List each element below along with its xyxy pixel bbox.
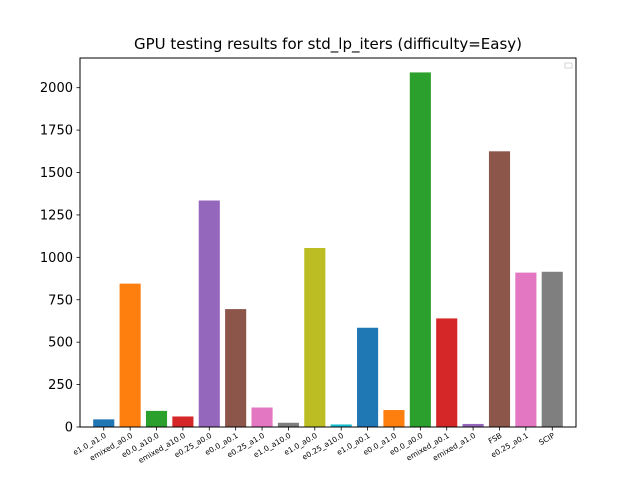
y-tick-label: 1750 <box>40 124 73 139</box>
bar-10 <box>357 327 379 427</box>
x-tick-label: SCIP <box>537 431 556 447</box>
bar-11 <box>383 410 405 427</box>
legend-box <box>564 62 573 69</box>
y-tick-label: 1000 <box>40 251 73 266</box>
bar-13 <box>436 318 458 427</box>
y-tick-label: 2000 <box>40 81 73 96</box>
bar-9 <box>330 424 352 427</box>
bar-6 <box>251 407 273 427</box>
plot-frame <box>79 57 577 428</box>
bar-4 <box>198 200 220 427</box>
bar-14 <box>462 423 484 427</box>
bar-17 <box>541 271 563 427</box>
bar-16 <box>515 272 537 427</box>
bar-15 <box>488 151 511 427</box>
x-tick-label: FSB <box>487 431 504 446</box>
y-tick-label: 500 <box>48 336 73 351</box>
y-axis: 0 250 500 750 1000 1250 1500 1750 2000 <box>40 81 80 436</box>
y-tick-label: 1250 <box>40 208 73 223</box>
y-tick-label: 750 <box>48 293 73 308</box>
bars-group <box>93 72 563 428</box>
bar-8 <box>304 248 326 427</box>
bar-2 <box>145 410 168 427</box>
bar-12 <box>409 72 431 428</box>
bar-7 <box>277 422 299 427</box>
y-tick-label: 1500 <box>40 166 73 181</box>
bar-3 <box>172 416 194 427</box>
y-tick-label: 250 <box>48 378 73 393</box>
chart-title: GPU testing results for std_lp_iters (di… <box>134 35 522 54</box>
bar-5 <box>225 309 247 427</box>
x-axis: e1.0_a1.0emixed_a0.0e0.0_a10.0emixed_a10… <box>71 427 557 465</box>
y-tick-label: 0 <box>65 421 73 436</box>
bar-0 <box>93 419 115 427</box>
bar-1 <box>119 283 141 427</box>
